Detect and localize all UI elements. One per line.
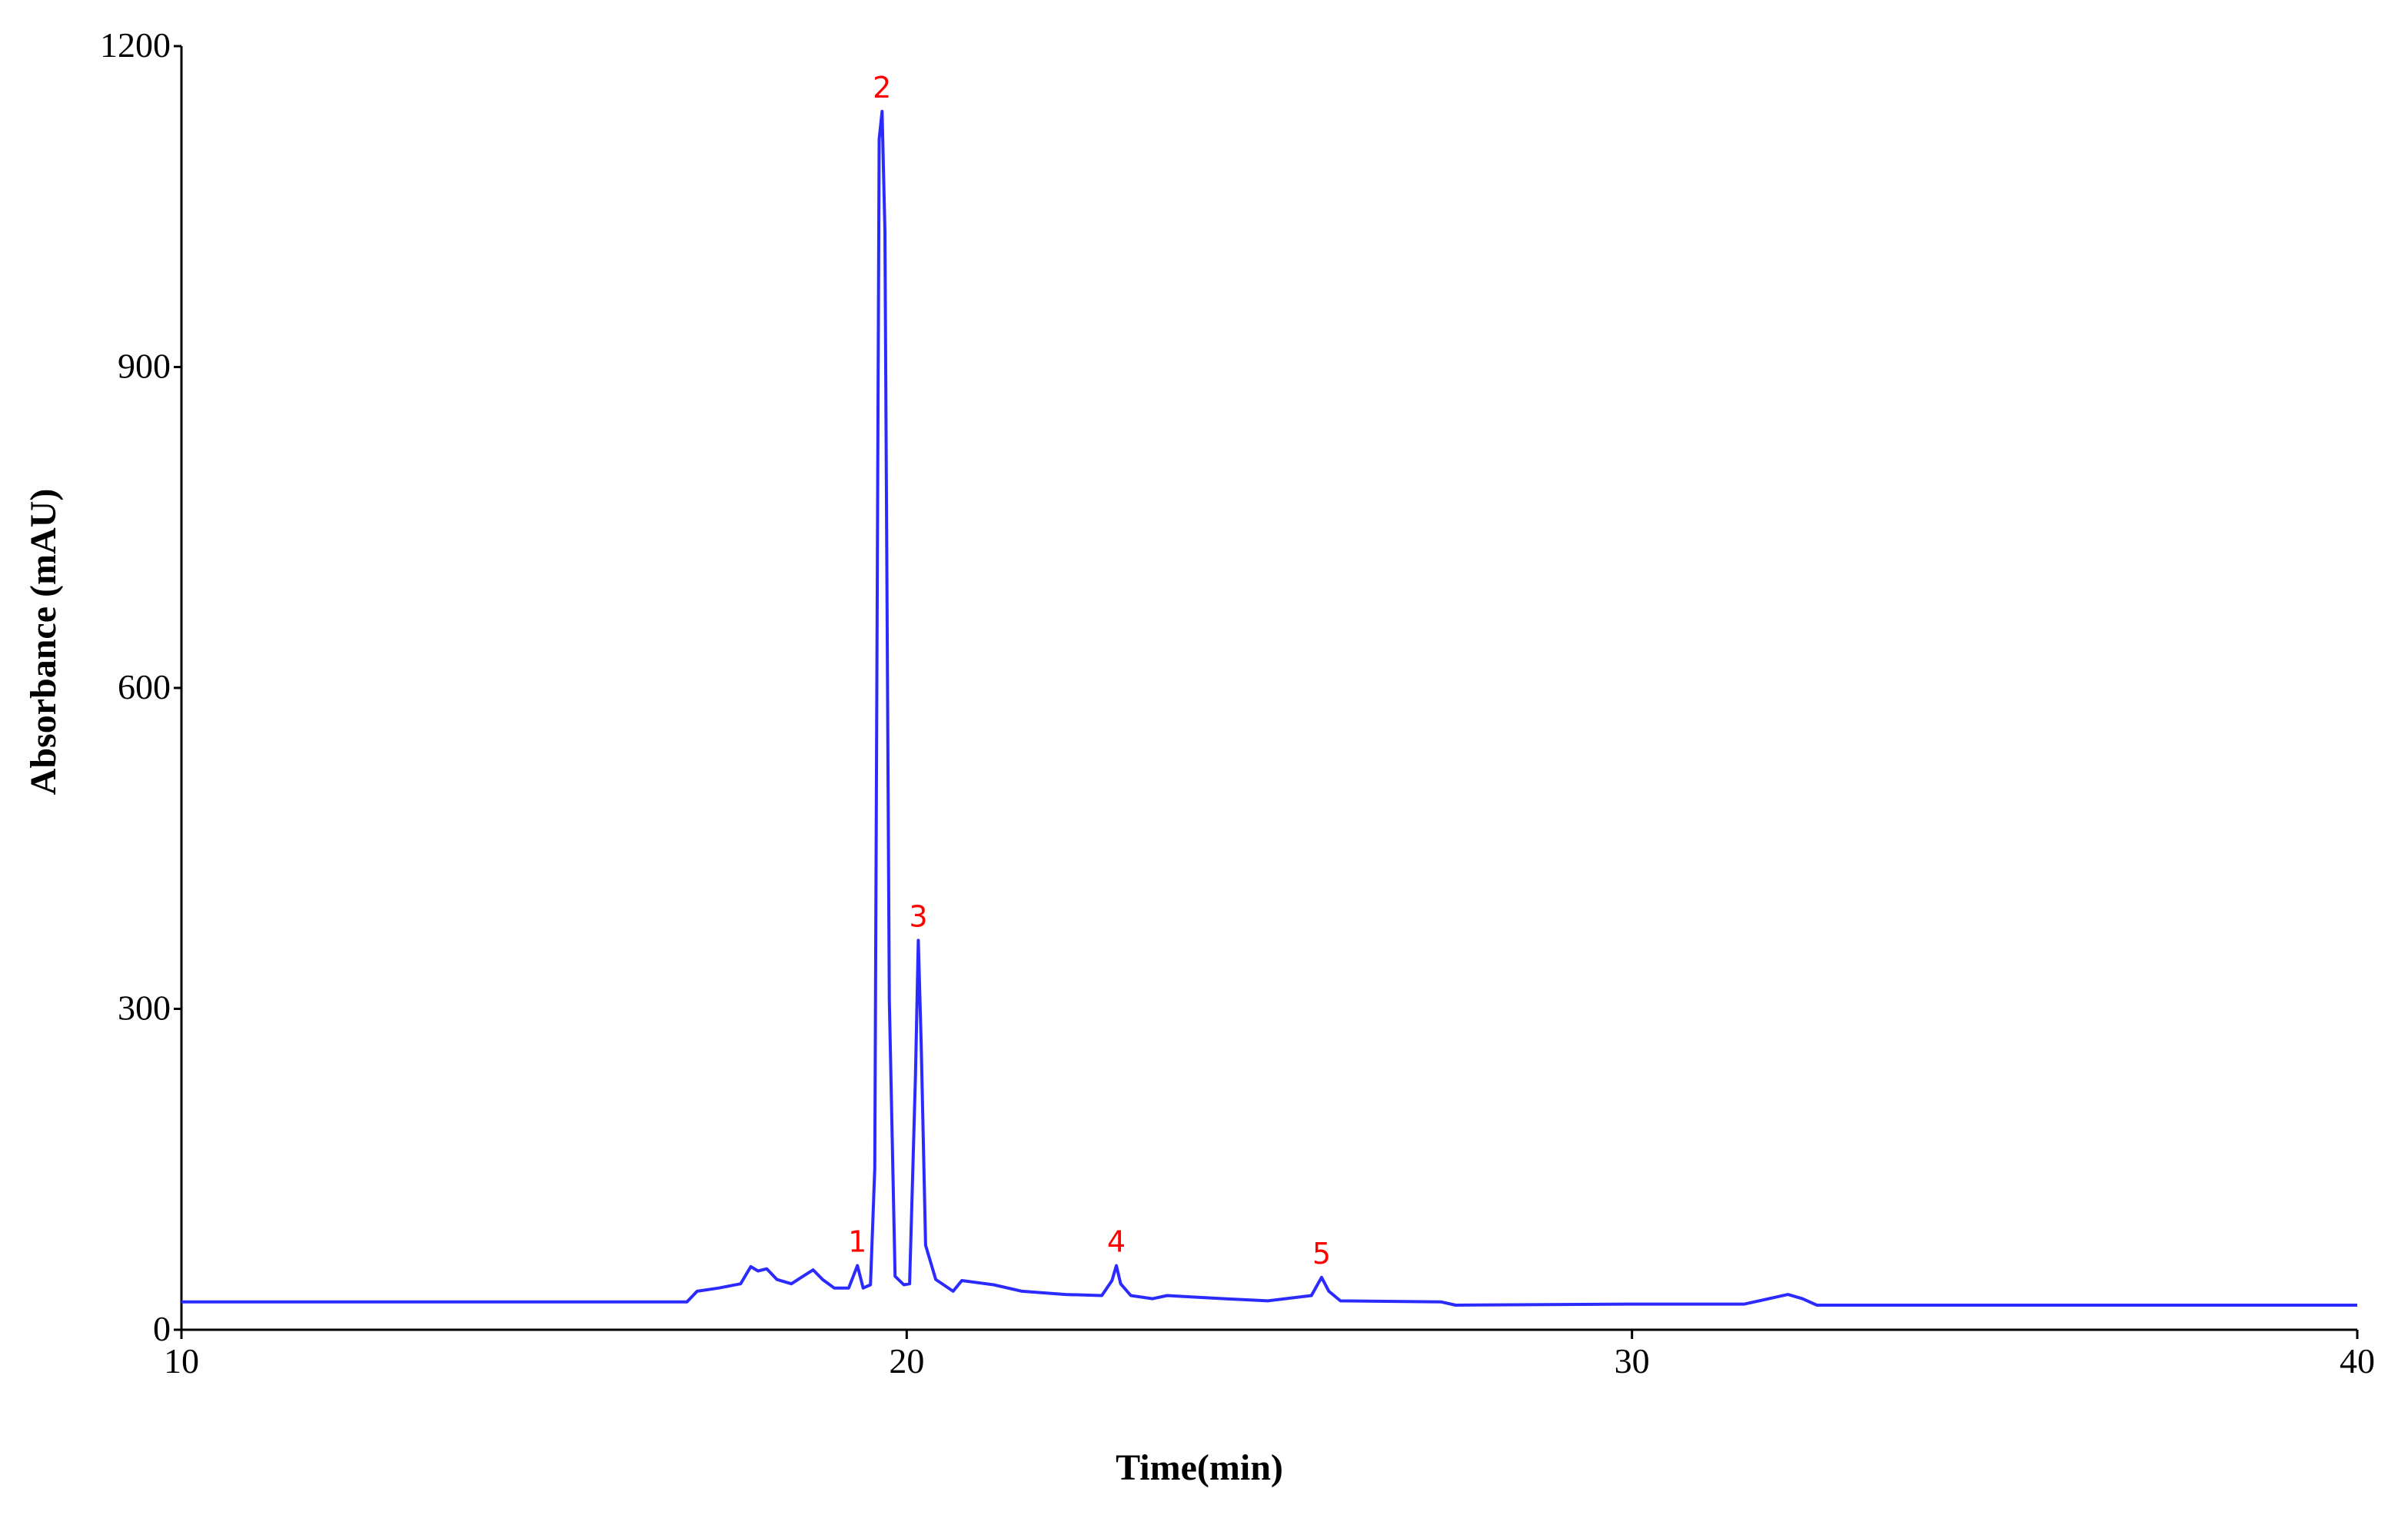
y-tick-label: 0: [153, 1309, 171, 1348]
peak-label: 5: [1312, 1237, 1331, 1271]
x-tick-label: 30: [1615, 1341, 1650, 1380]
peak-label: 2: [873, 71, 891, 105]
peak-label: 4: [1107, 1225, 1126, 1259]
y-tick-label: 1200: [100, 25, 171, 65]
peak-label: 1: [848, 1225, 866, 1259]
y-tick-label: 600: [118, 667, 171, 706]
x-tick-label: 20: [889, 1341, 924, 1380]
y-axis-title: Absorbance (mAU): [23, 489, 64, 796]
x-tick-label: 40: [2340, 1341, 2375, 1380]
chromatogram-line: [181, 109, 2357, 1307]
y-tick-label: 900: [118, 347, 171, 386]
y-tick-label: 300: [118, 988, 171, 1028]
peak-label: 3: [909, 899, 927, 933]
x-axis-title: Time(min): [1116, 1447, 1283, 1488]
x-tick-label: 10: [164, 1341, 199, 1380]
